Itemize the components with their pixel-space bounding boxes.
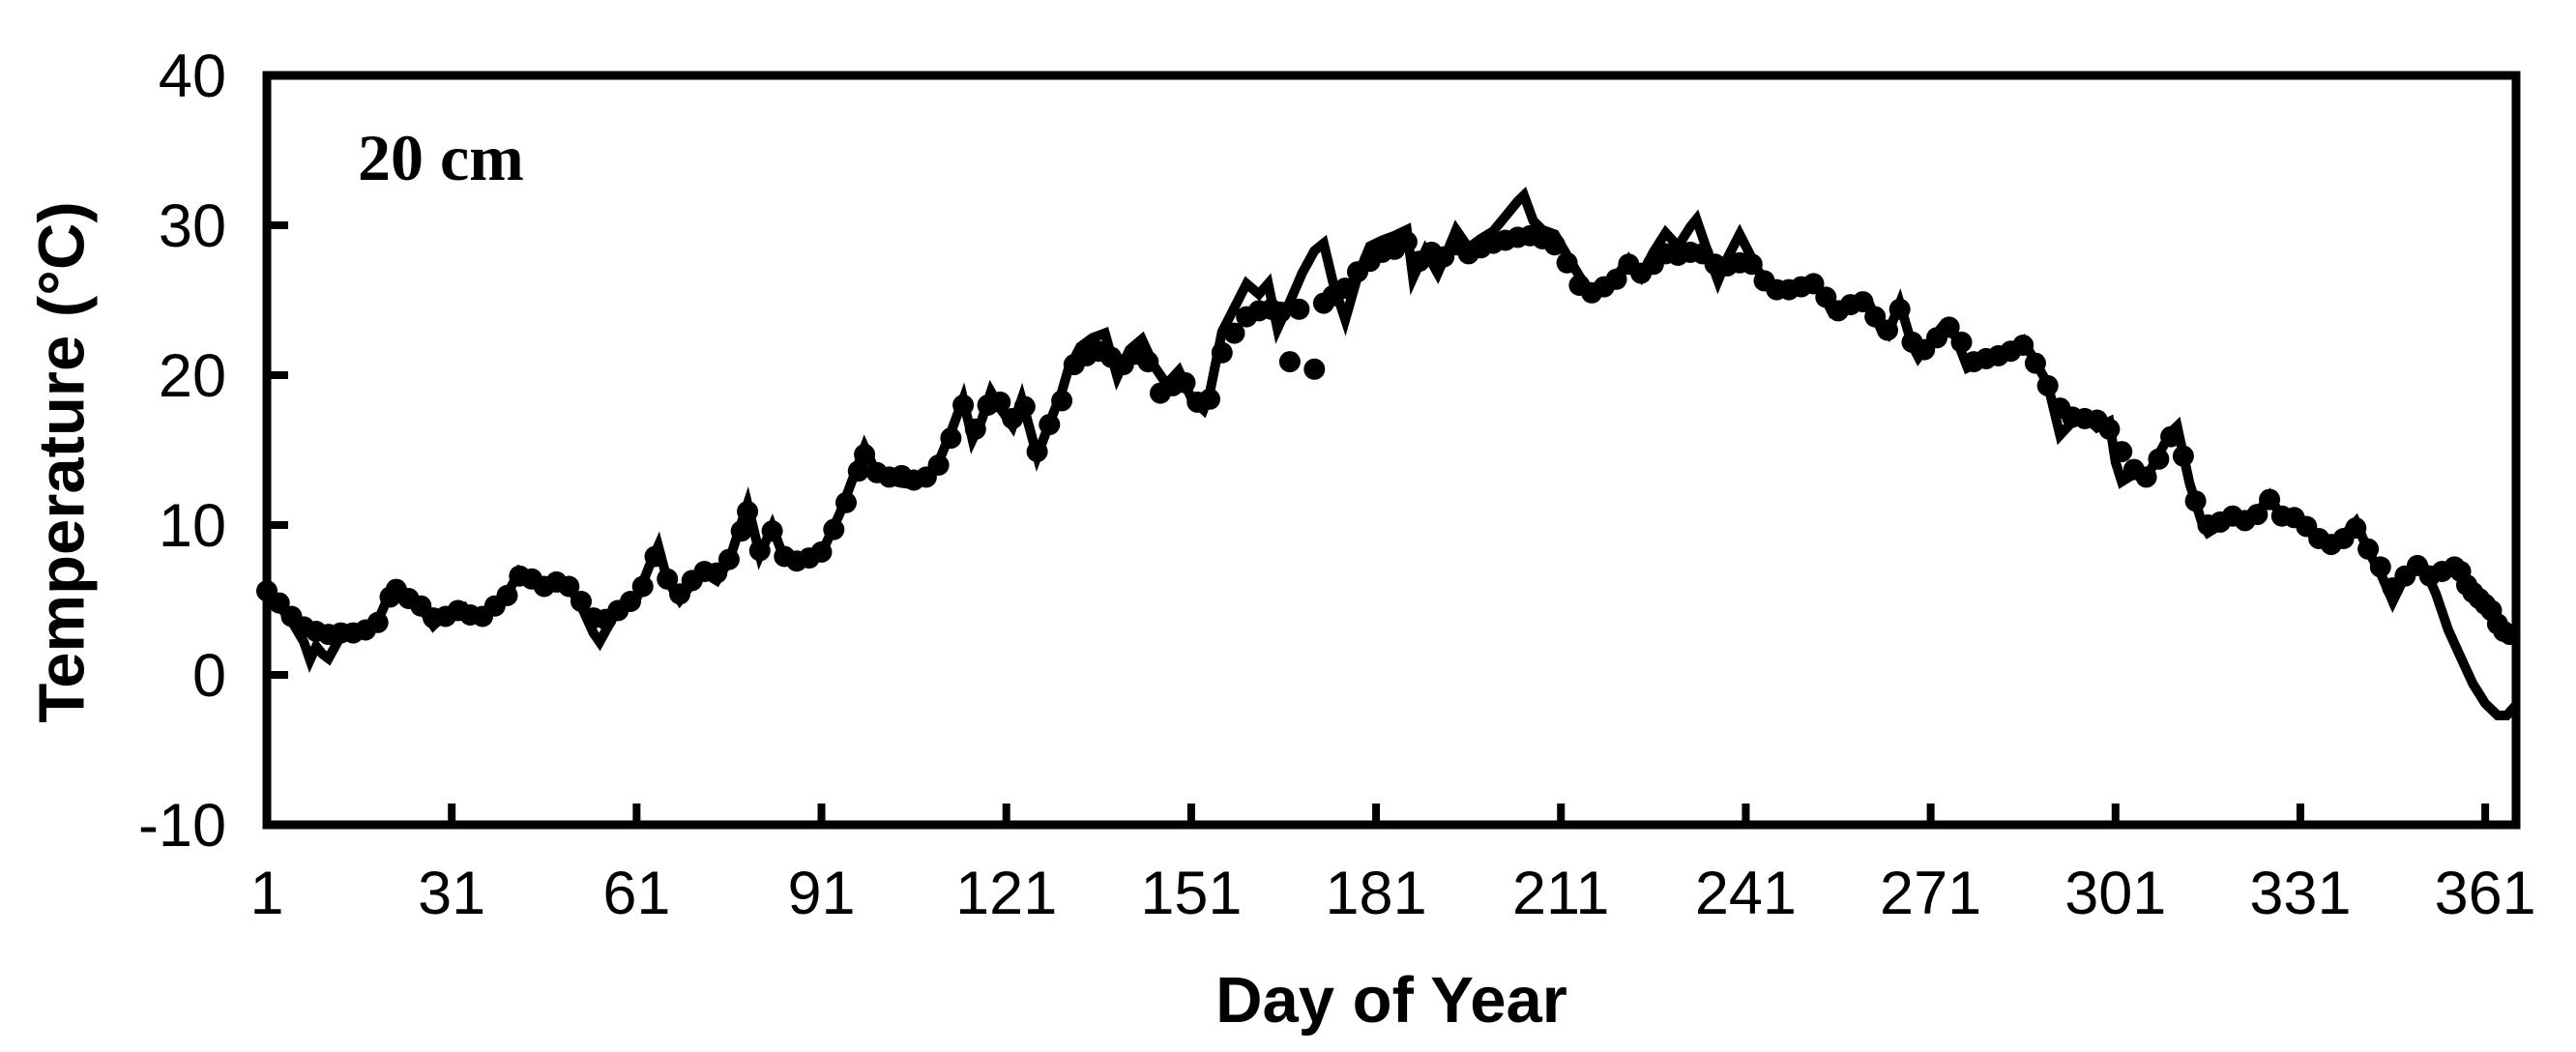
observed-dot bbox=[1395, 231, 1418, 253]
observed-dot bbox=[847, 460, 869, 482]
observed-dot bbox=[657, 568, 679, 590]
observed-dot bbox=[2172, 445, 2194, 467]
axis-tick-labels: 1 31 61 91 121 151 181 211 241 271 301 331 361 40 30 20… bbox=[138, 43, 2536, 927]
x-tick-label: 301 bbox=[2064, 860, 2166, 927]
observed-dot bbox=[2357, 538, 2380, 560]
y-axis-title: Temperature (°C) bbox=[25, 201, 99, 723]
observed-dot bbox=[964, 418, 986, 440]
y-tick-label: 30 bbox=[159, 192, 226, 260]
observed-dot bbox=[620, 591, 641, 612]
observed-dot bbox=[940, 427, 962, 450]
observed-dot bbox=[835, 491, 857, 513]
observed-dot bbox=[2259, 488, 2281, 511]
x-tick-label: 211 bbox=[1512, 860, 1609, 927]
observed-dot bbox=[1278, 351, 1301, 373]
observed-dot bbox=[1556, 251, 1578, 274]
observed-dot bbox=[2036, 374, 2059, 396]
observed-dot bbox=[1223, 322, 1245, 344]
y-tick-label: 20 bbox=[159, 342, 226, 410]
observed-dot bbox=[1877, 319, 1898, 341]
observed-dot bbox=[730, 520, 752, 542]
observed-dot bbox=[2369, 556, 2391, 578]
observed-dot bbox=[927, 454, 950, 476]
observed-dot bbox=[854, 444, 876, 466]
observed-dot bbox=[1288, 298, 1310, 320]
y-tick-label: 10 bbox=[159, 492, 226, 560]
y-tick-label: 40 bbox=[159, 43, 226, 110]
x-tick-label: 181 bbox=[1326, 860, 1427, 927]
observed-dot bbox=[2024, 352, 2046, 374]
observed-dot bbox=[717, 548, 740, 570]
observed-dot bbox=[2160, 425, 2182, 448]
x-tick-label: 121 bbox=[955, 860, 1057, 927]
x-tick-label: 91 bbox=[787, 860, 855, 927]
observed-dot bbox=[2246, 504, 2269, 526]
observed-dot bbox=[823, 518, 845, 541]
depth-annotation: 20 cm bbox=[358, 121, 524, 194]
x-tick-label: 271 bbox=[1880, 860, 1981, 927]
x-tick-label: 241 bbox=[1695, 860, 1797, 927]
observed-dot bbox=[952, 394, 975, 416]
plot-frame bbox=[262, 71, 2521, 830]
observed-dot bbox=[737, 501, 759, 522]
x-tick-label: 361 bbox=[2435, 860, 2536, 927]
observed-dot bbox=[2345, 517, 2367, 540]
observed-dot bbox=[2111, 441, 2133, 463]
observed-dot bbox=[1199, 388, 1220, 410]
observed-dot bbox=[2184, 490, 2207, 512]
observed-dot bbox=[810, 541, 833, 563]
plot-border bbox=[262, 71, 2521, 830]
observed-dot bbox=[1852, 291, 1874, 313]
x-tick-label: 1 bbox=[249, 860, 283, 927]
observed-dot bbox=[761, 520, 783, 542]
observed-dot bbox=[1137, 351, 1159, 373]
observed-dot bbox=[1174, 371, 1196, 394]
observed-dot bbox=[1864, 306, 1887, 328]
axis-ticks bbox=[263, 72, 2490, 829]
observed-dot bbox=[1303, 358, 1326, 380]
observed-dot bbox=[2135, 466, 2157, 488]
observed-dot bbox=[1039, 414, 1061, 436]
y-tick-label: -10 bbox=[138, 792, 226, 860]
x-tick-label: 331 bbox=[2249, 860, 2351, 927]
observed-dot bbox=[366, 611, 389, 633]
observed-dot bbox=[1013, 395, 1036, 418]
observed-dot bbox=[1950, 331, 1973, 353]
y-tick-label: 0 bbox=[192, 642, 226, 710]
observed-dot bbox=[644, 545, 666, 568]
observed-dot bbox=[1815, 286, 1837, 308]
observed-dot bbox=[1026, 441, 1048, 463]
x-tick-label: 61 bbox=[602, 860, 670, 927]
observed-dot bbox=[748, 540, 771, 562]
observed-dot bbox=[2148, 448, 2170, 470]
observed-dot bbox=[1211, 341, 1233, 364]
observed-dot bbox=[631, 575, 654, 598]
x-tick-label: 31 bbox=[418, 860, 485, 927]
observed-dot bbox=[1543, 234, 1566, 256]
observed-dot bbox=[1270, 301, 1292, 323]
observed-dot bbox=[989, 391, 1011, 413]
x-axis-title: Day of Year bbox=[1215, 964, 1567, 1037]
observed-dot-series bbox=[256, 224, 2521, 646]
observed-dot bbox=[1741, 253, 1763, 276]
observed-dot bbox=[2499, 624, 2521, 646]
observed-dot bbox=[1334, 278, 1357, 300]
x-tick-label: 151 bbox=[1140, 860, 1242, 927]
observed-dot bbox=[268, 592, 290, 614]
observed-dot bbox=[2098, 418, 2121, 440]
observed-dot bbox=[1605, 268, 1627, 290]
observed-dot bbox=[2012, 335, 2034, 356]
observed-dot bbox=[1051, 390, 1073, 412]
observed-dot bbox=[1888, 298, 1911, 320]
observed-dot bbox=[496, 584, 518, 606]
observed-dot bbox=[669, 583, 690, 605]
observed-dot bbox=[558, 575, 580, 598]
observed-dot bbox=[1938, 316, 1960, 338]
observed-dot bbox=[571, 591, 592, 612]
observed-dot bbox=[706, 562, 728, 584]
observed-dot bbox=[1802, 273, 1825, 295]
